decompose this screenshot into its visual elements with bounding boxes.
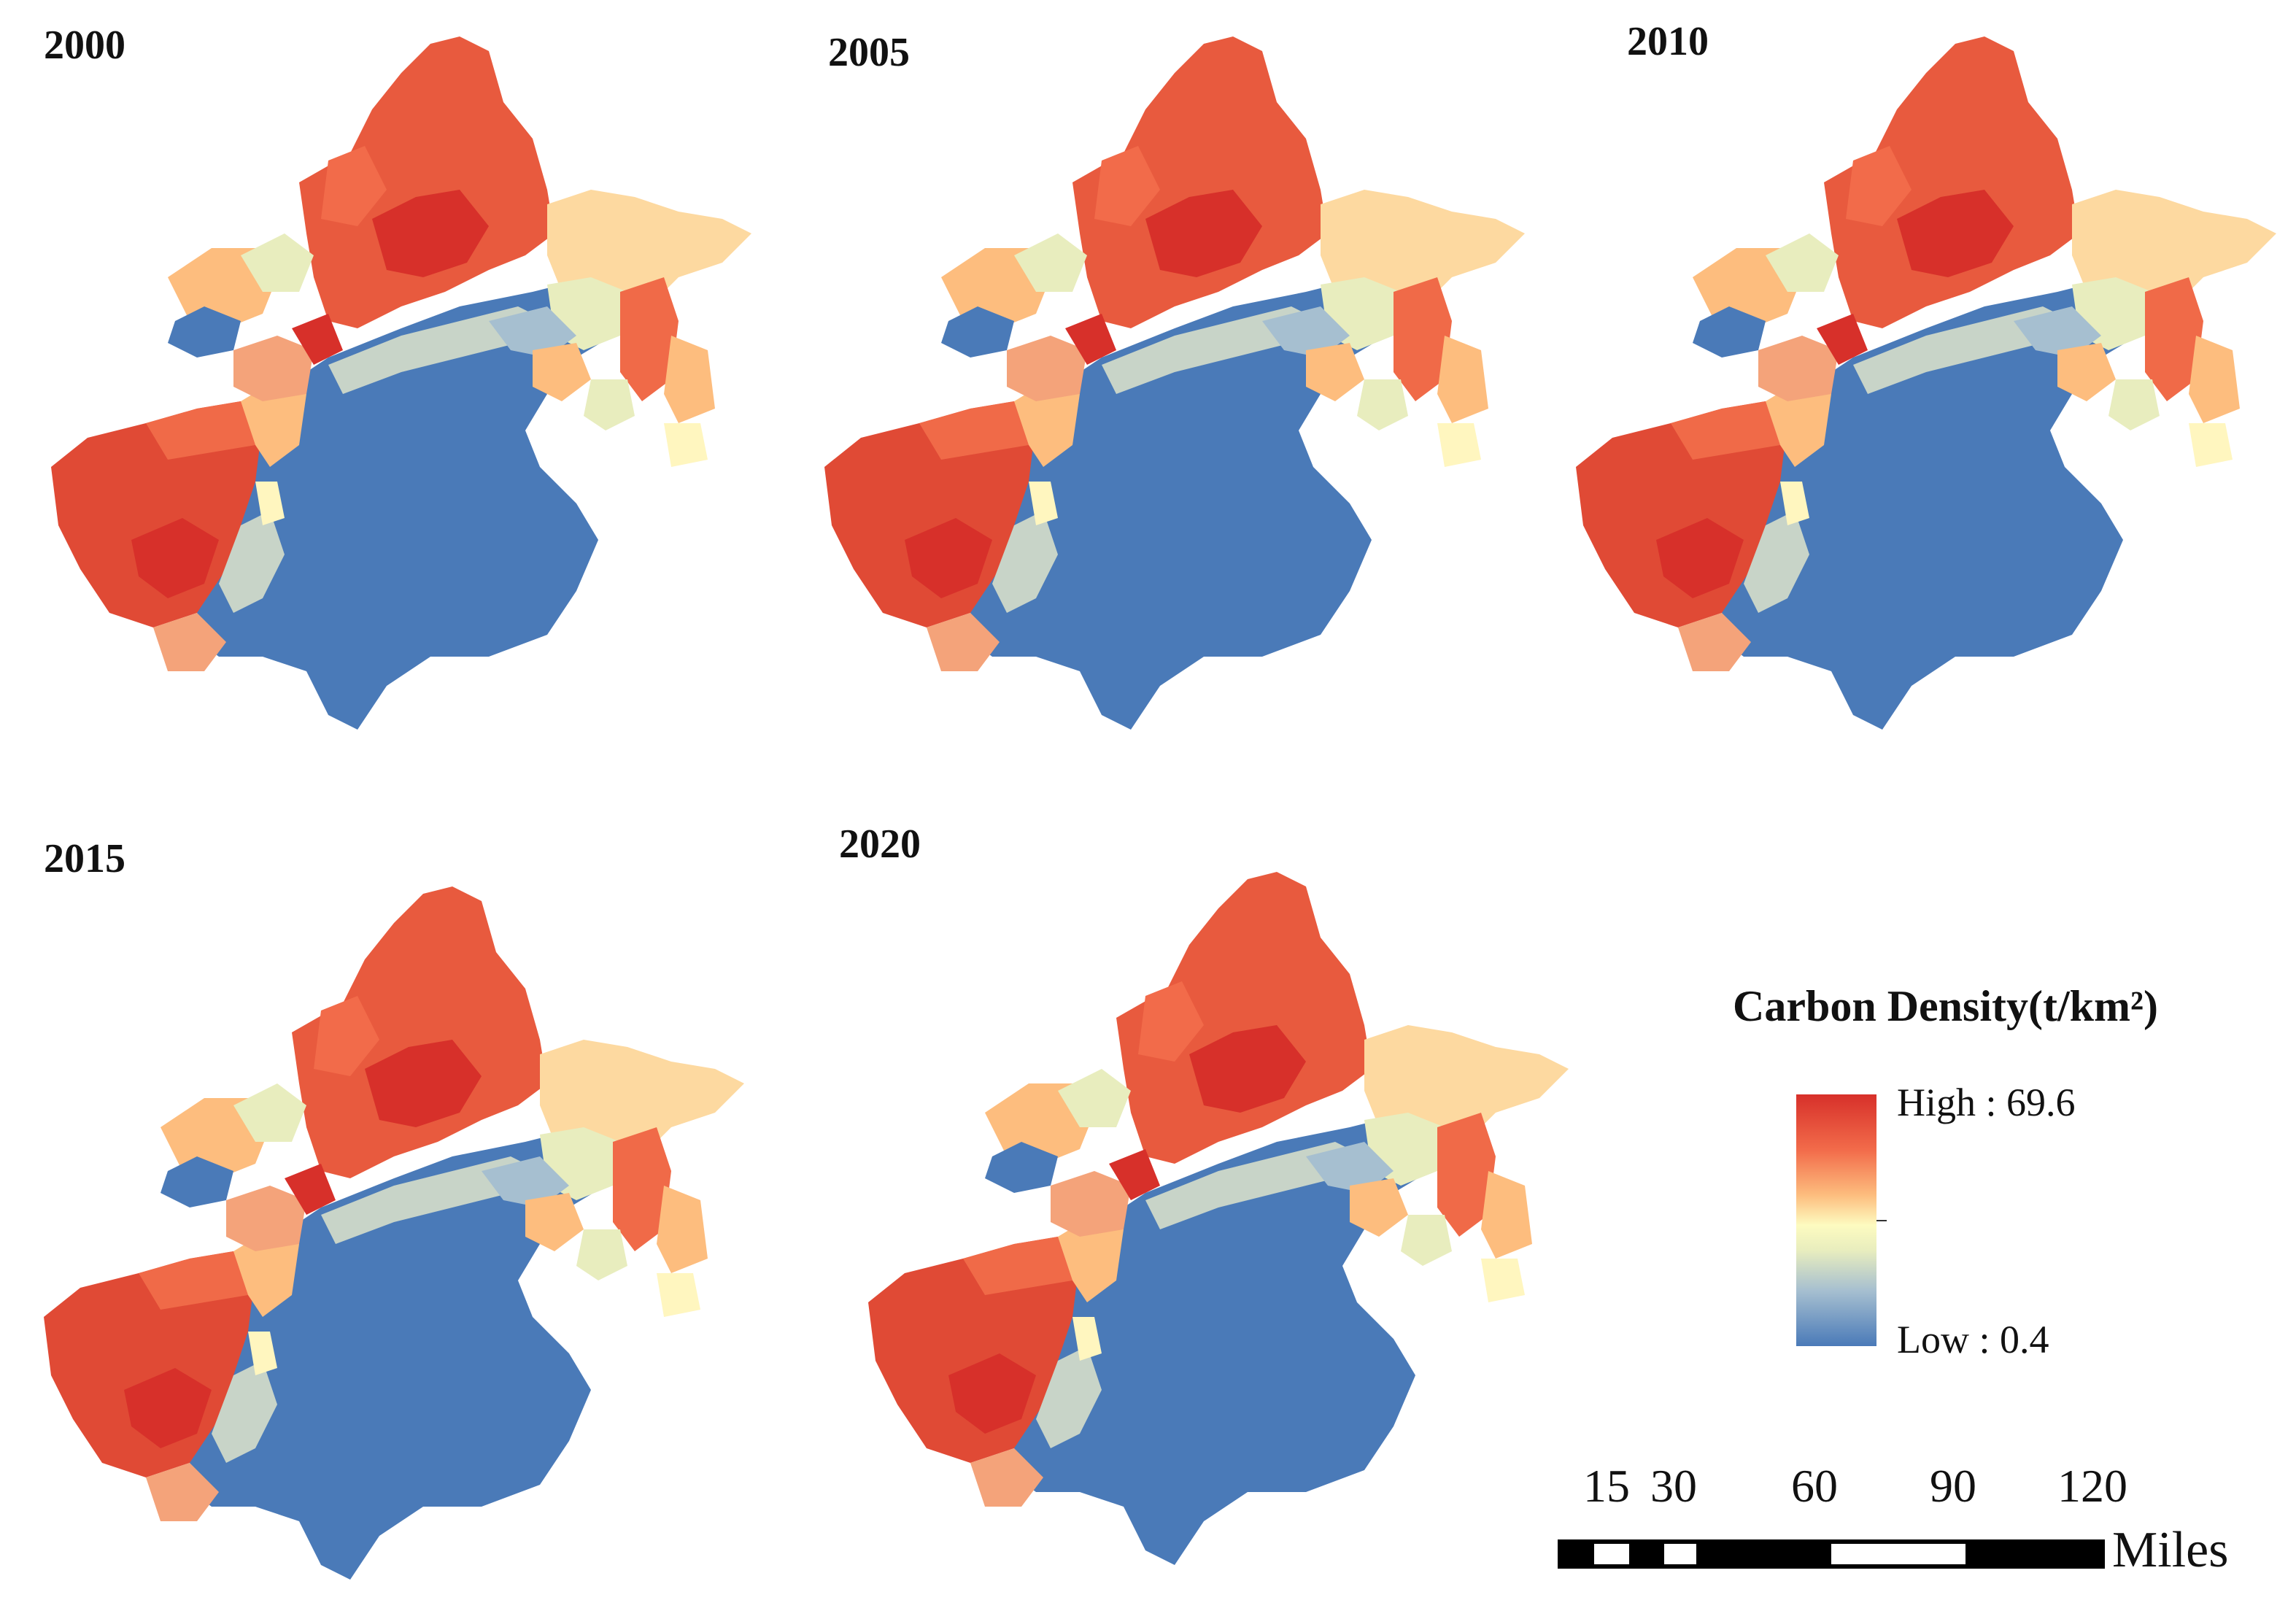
- choropleth-map-2020: [839, 850, 1569, 1580]
- choropleth-map-2015: [15, 865, 744, 1594]
- panel-title-2005: 2005: [828, 30, 910, 75]
- choropleth-map-2010: [1547, 15, 2276, 744]
- scale-tick-15: 15: [1583, 1460, 1630, 1512]
- scale-tick-90: 90: [1930, 1460, 1976, 1512]
- panel-title-2010: 2010: [1627, 19, 1709, 64]
- scale-tick-30: 30: [1650, 1460, 1697, 1512]
- color-ramp: [1796, 1094, 1876, 1346]
- ramp-tick-mid: [1876, 1220, 1887, 1221]
- panel-title-2000: 2000: [44, 23, 125, 68]
- panel-title-2020: 2020: [839, 822, 921, 867]
- legend-low-label: Low : 0.4: [1897, 1318, 2049, 1361]
- scale-tick-60: 60: [1791, 1460, 1838, 1512]
- choropleth-map-2000: [22, 15, 751, 744]
- legend-high-label: High : 69.6: [1897, 1081, 2076, 1124]
- scale-bar: [1558, 1539, 2105, 1569]
- panel-title-2015: 2015: [44, 836, 125, 881]
- scale-tick-120: 120: [2057, 1460, 2127, 1512]
- scale-unit-label: Miles: [2112, 1522, 2229, 1578]
- choropleth-map-2005: [795, 15, 1525, 744]
- legend-title: Carbon Density(t/km²): [1733, 982, 2158, 1030]
